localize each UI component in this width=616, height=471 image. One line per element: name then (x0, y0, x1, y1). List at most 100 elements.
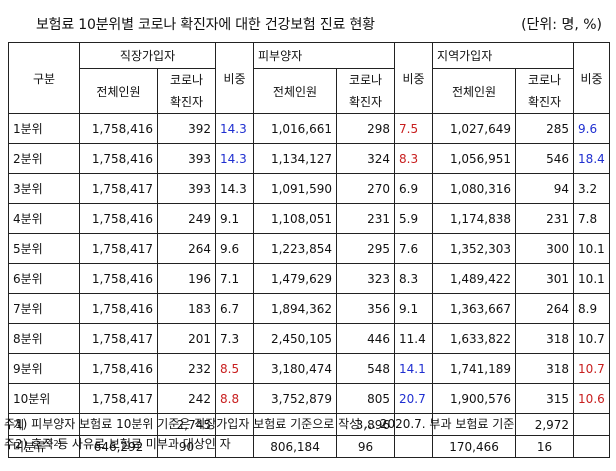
table-cell: 805 (336, 383, 396, 414)
table-cell: 1,108,051 (253, 203, 338, 234)
table-cell: 8.3 (394, 263, 434, 294)
total-row: 계 2,745 3,896 2,972 (8, 413, 611, 436)
table-cell: 10.1 (573, 233, 611, 264)
table-cell: 8.3 (394, 143, 434, 174)
header-confirmed-3: 코로나 확진자 (515, 68, 575, 114)
header-group-dependent: 피부양자 (253, 42, 396, 69)
cell: 3,896 (336, 413, 396, 436)
table-row: 6분위 1,758,416 196 7.1 1,479,629 323 8.3 1,489,4… (8, 263, 611, 294)
header-confirmed-2: 코로나 확진자 (336, 68, 396, 114)
header-total-2: 전체인원 (253, 68, 338, 114)
table-cell: 5.9 (394, 203, 434, 234)
table-cell: 6.9 (394, 173, 434, 204)
table-row: 7분위 1,758,416 183 6.7 1,894,362 356 9.1 1,363,6… (8, 293, 611, 324)
table-row: 4분위 1,758,416 249 9.1 1,108,051 231 5.9 1,174,8… (8, 203, 611, 234)
table-cell: 1,080,316 (432, 173, 517, 204)
table-cell: 201 (156, 323, 217, 354)
table-cell: 356 (336, 293, 396, 324)
table-cell: 301 (515, 263, 575, 294)
table-cell: 1,352,303 (432, 233, 517, 264)
table-cell: 1,633,822 (432, 323, 517, 354)
footnote-2: 주2) 휴직 등 사유로 보험료 미부과 대상인 자 (4, 437, 231, 451)
table-cell: 10.7 (573, 323, 611, 354)
table-cell: 1,758,416 (79, 353, 158, 384)
table-cell: 94 (515, 173, 575, 204)
table-cell: 1,758,417 (79, 233, 158, 264)
table-cell: 1,091,590 (253, 173, 338, 204)
table-cell: 324 (336, 143, 396, 174)
header-row-1: 구분 직장가입자 비중 피부양자 비중 지역가입자 비중 (8, 42, 611, 114)
table-cell: 1,758,416 (79, 143, 158, 174)
table-cell: 231 (515, 203, 575, 234)
header-ratio-3: 비중 (573, 42, 611, 114)
table-cell: 318 (515, 353, 575, 384)
table-row: 5분위 1,758,417 264 9.6 1,223,854 295 7.6 1,352,3… (8, 233, 611, 264)
row-label: 미분류주2) (8, 435, 80, 458)
table-cell: 14.3 (215, 173, 255, 204)
row-label: 5분위 (8, 233, 80, 264)
table-cell: 8.8 (215, 383, 255, 414)
table-cell: 300 (515, 233, 575, 264)
table-row: 8분위 1,758,417 201 7.3 2,450,105 446 11.4 1,633,… (8, 323, 611, 354)
unclassified-row: 미분류주2) 646,292 90 806,184 96 170,466 16 (8, 435, 611, 458)
table-cell: 196 (156, 263, 217, 294)
table-cell: 183 (156, 293, 217, 324)
table-cell: 1,479,629 (253, 263, 338, 294)
table-cell: 1,894,362 (253, 293, 338, 324)
table-cell: 1,758,416 (79, 203, 158, 234)
table-cell: 270 (336, 173, 396, 204)
table-cell: 1,758,417 (79, 383, 158, 414)
table-cell: 1,134,127 (253, 143, 338, 174)
table-cell: 7.8 (573, 203, 611, 234)
row-label: 6분위 (8, 263, 80, 294)
table-cell: 446 (336, 323, 396, 354)
row-label: 4분위 (8, 203, 80, 234)
table-cell: 232 (156, 353, 217, 384)
table-cell: 231 (336, 203, 396, 234)
cell: 90 (156, 435, 217, 458)
row-label: 7분위 (8, 293, 80, 324)
header-total-3: 전체인원 (432, 68, 517, 114)
table-cell: 392 (156, 113, 217, 144)
table-cell: 10.6 (573, 383, 611, 414)
row-label: 3분위 (8, 173, 80, 204)
cell: 2,745 (156, 413, 217, 436)
table-cell: 10.1 (573, 263, 611, 294)
table-cell: 11.4 (394, 323, 434, 354)
table-cell: 242 (156, 383, 217, 414)
row-label: 1분위 (8, 113, 80, 144)
row-label: 9분위 (8, 353, 80, 384)
table-cell: 14.3 (215, 143, 255, 174)
table-cell: 1,223,854 (253, 233, 338, 264)
table-cell: 10.7 (573, 353, 611, 384)
table-cell: 3,752,879 (253, 383, 338, 414)
table-cell: 546 (515, 143, 575, 174)
table-cell: 548 (336, 353, 396, 384)
table-row: 9분위 1,758,416 232 8.5 3,180,474 548 14.1 1,741,… (8, 353, 611, 384)
table-row: 1분위 1,758,416 392 14.3 1,016,661 298 7.5 1,027,… (8, 113, 611, 144)
row-label: 2분위 (8, 143, 80, 174)
table-cell: 7.6 (394, 233, 434, 264)
table-cell: 1,758,416 (79, 263, 158, 294)
table-cell: 295 (336, 233, 396, 264)
table-cell: 7.5 (394, 113, 434, 144)
table-cell: 1,027,649 (432, 113, 517, 144)
table-body: 1분위 1,758,416 392 14.3 1,016,661 298 7.5 1,027,… (8, 113, 611, 414)
header-confirmed-1: 코로나 확진자 (156, 68, 217, 114)
cell: 806,184 (253, 435, 338, 458)
table-cell: 315 (515, 383, 575, 414)
cell: 170,466 (432, 435, 517, 458)
table-cell: 9.1 (215, 203, 255, 234)
cell (573, 435, 611, 458)
table-cell: 6.7 (215, 293, 255, 324)
page-title: 보험료 10분위별 코로나 확진자에 대한 건강보험 진료 현황 (36, 17, 375, 33)
table-cell: 1,016,661 (253, 113, 338, 144)
header-gubun: 구분 (8, 42, 80, 114)
table-cell: 8.5 (215, 353, 255, 384)
table-cell: 264 (156, 233, 217, 264)
table-cell: 7.3 (215, 323, 255, 354)
header-ratio-1: 비중 (215, 42, 255, 114)
table-cell: 1,363,667 (432, 293, 517, 324)
table-cell: 318 (515, 323, 575, 354)
table-cell: 1,741,189 (432, 353, 517, 384)
